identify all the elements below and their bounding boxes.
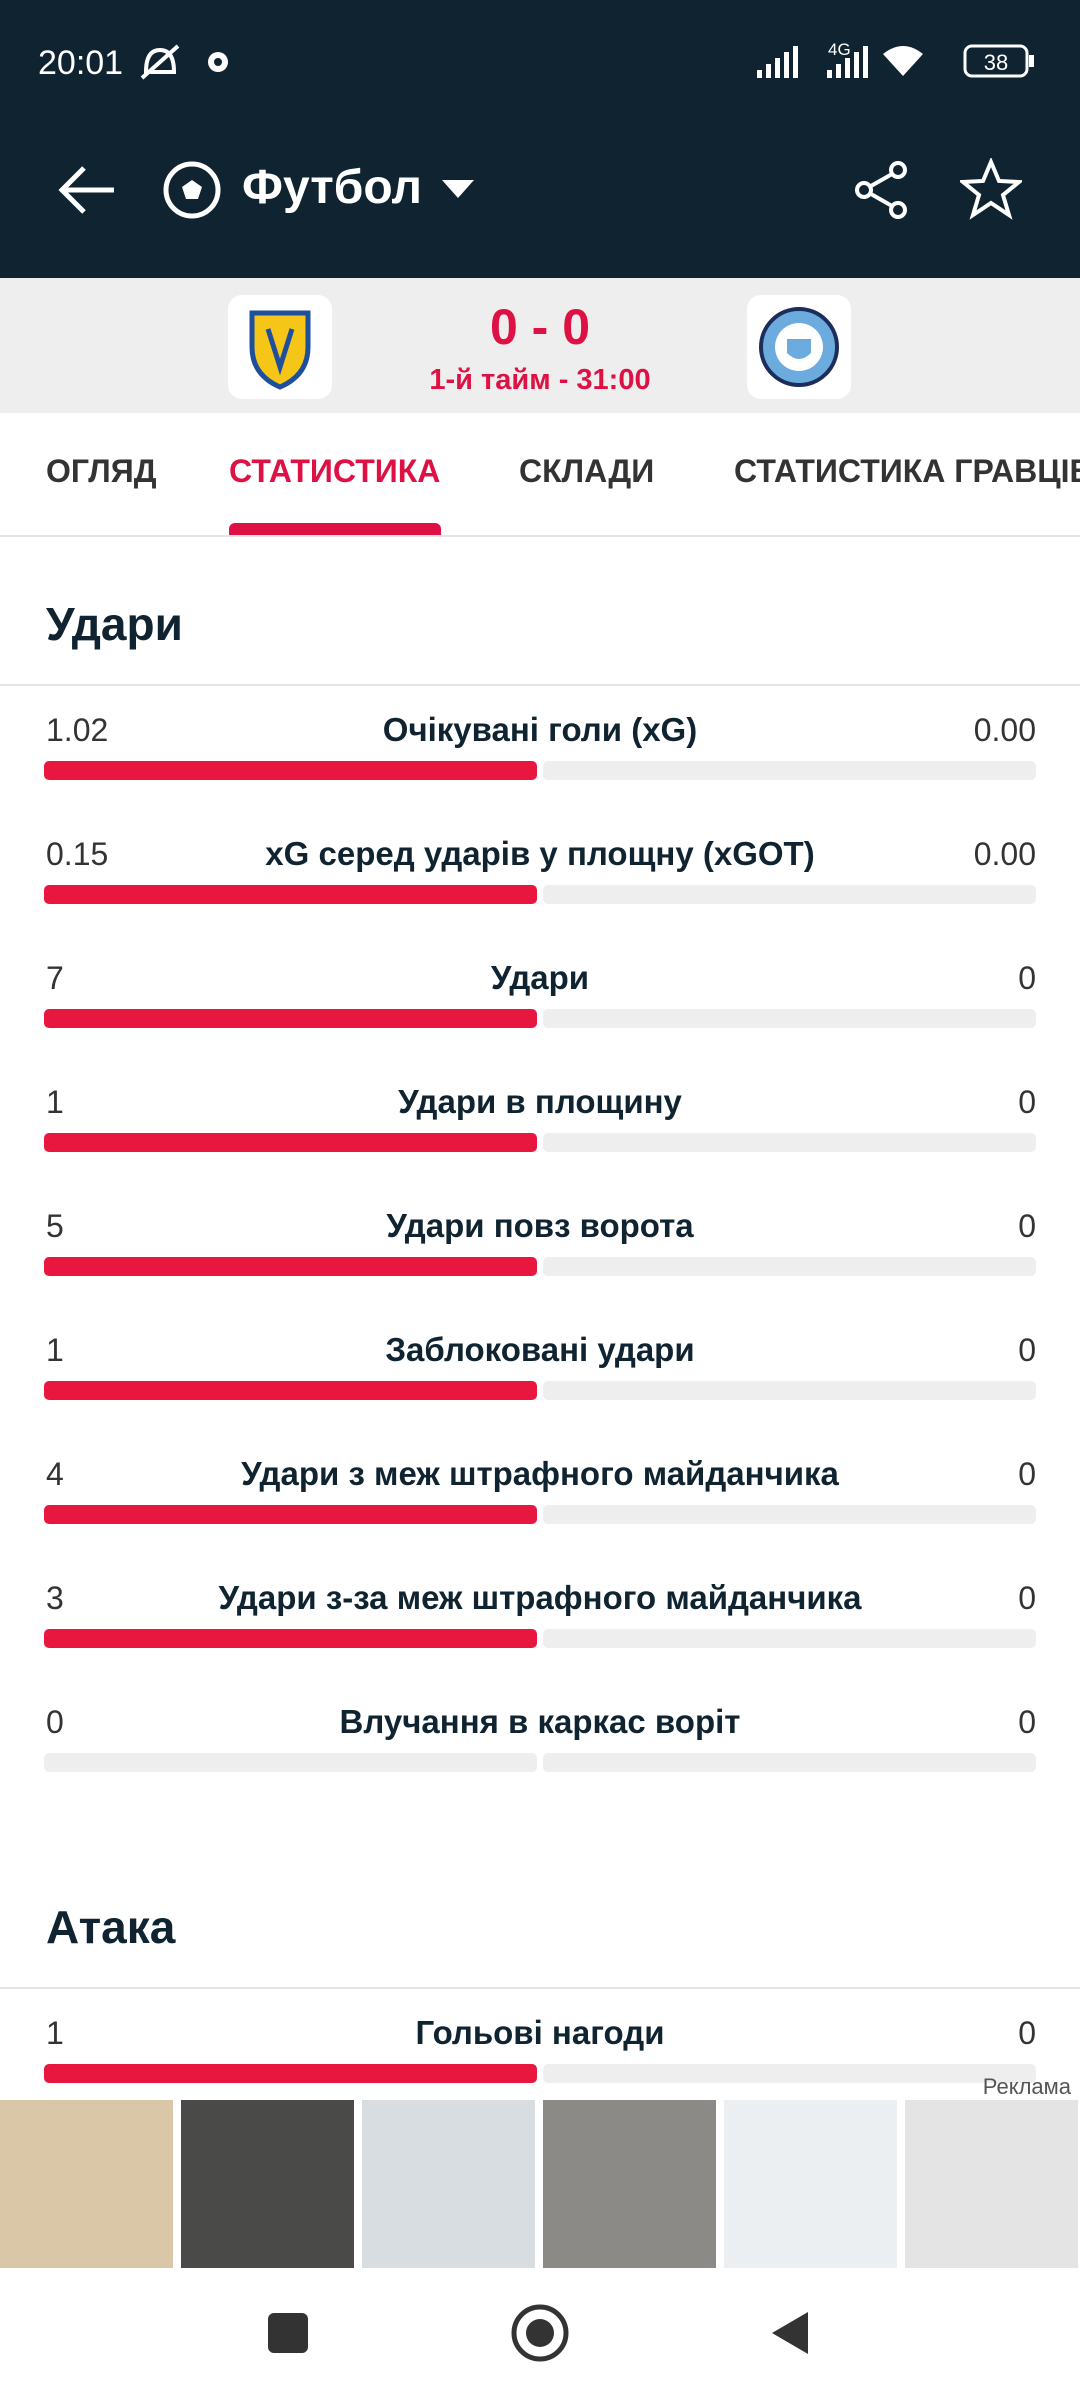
home-bar xyxy=(44,761,537,780)
clock: 20:01 xyxy=(38,44,124,82)
home-bar xyxy=(44,885,537,904)
away-value: 0 xyxy=(1018,1084,1036,1120)
tab-bar: ОГЛЯД СТАТИСТИКА СКЛАДИ СТАТИСТИКА ГРАВЦІВ xyxy=(0,413,1080,537)
divider xyxy=(0,684,1080,686)
section-title: Атака xyxy=(46,1901,176,1953)
away-bar-track xyxy=(543,1753,1036,1772)
home-value: 7 xyxy=(46,960,64,996)
score-band xyxy=(0,278,1080,413)
sport-icon xyxy=(163,161,221,219)
away-value: 0 xyxy=(1018,1580,1036,1616)
home-bar xyxy=(44,2064,537,2083)
system-indicators xyxy=(757,44,1034,78)
stat-label: Удари в площину xyxy=(398,1083,682,1120)
away-value: 0 xyxy=(1018,1208,1036,1244)
ad-image[interactable] xyxy=(543,2100,716,2268)
home-value: 5 xyxy=(46,1208,64,1244)
ad-image[interactable] xyxy=(362,2100,535,2268)
home-bar xyxy=(44,1381,537,1400)
home-bar-track xyxy=(44,1753,537,1772)
home-team-logo[interactable] xyxy=(228,295,332,399)
battery: 38 xyxy=(983,50,1009,75)
tab[interactable]: СТАТИСТИКА xyxy=(229,453,441,489)
home-value: 1.02 xyxy=(46,712,109,748)
stat-label: Удари повз ворота xyxy=(386,1207,694,1244)
sport-title[interactable]: Футбол xyxy=(242,161,423,214)
home-bar-track xyxy=(44,1009,537,1028)
home-bar xyxy=(44,1009,537,1028)
home-bar-track xyxy=(44,1257,537,1276)
away-team-logo[interactable] xyxy=(747,295,851,399)
away-value: 0 xyxy=(1018,1704,1036,1740)
home-bar xyxy=(44,1629,537,1648)
home-value: 4 xyxy=(46,1456,64,1492)
tab[interactable]: ОГЛЯД xyxy=(46,453,157,489)
away-value: 0.00 xyxy=(973,836,1036,872)
away-bar-track xyxy=(543,2064,1036,2083)
divider xyxy=(0,1987,1080,1989)
section-title: Удари xyxy=(46,598,183,650)
stat-label: Очікувані голи (xG) xyxy=(382,711,698,748)
favorite-button[interactable] xyxy=(960,158,1022,220)
home-value: 1 xyxy=(46,1332,64,1368)
away-bar-track xyxy=(543,1629,1036,1648)
status-icons xyxy=(140,44,228,80)
home-bar-track xyxy=(44,2064,537,2083)
network-type: 4G xyxy=(828,40,851,59)
tab[interactable]: СТАТИСТИКА ГРАВЦІВ xyxy=(734,453,1080,489)
home-bar-track xyxy=(44,1505,537,1524)
away-value: 0.00 xyxy=(973,712,1036,748)
home-value: 1 xyxy=(46,1084,64,1120)
home-bar xyxy=(44,1505,537,1524)
home-bar-track xyxy=(44,885,537,904)
stat-label: Удари з меж штрафного майданчика xyxy=(241,1455,839,1492)
stat-label: Удари xyxy=(490,959,590,996)
away-bar-track xyxy=(543,1009,1036,1028)
home-value: 3 xyxy=(46,1580,64,1616)
match-status: 1-й тайм - 31:00 xyxy=(429,364,651,396)
stat-label: Заблоковані удари xyxy=(385,1331,695,1368)
ad-image[interactable] xyxy=(181,2100,354,2268)
home-bar xyxy=(44,1257,537,1276)
away-value: 0 xyxy=(1018,960,1036,996)
away-value: 0 xyxy=(1018,1332,1036,1368)
stat-label: Влучання в каркас воріт xyxy=(339,1703,741,1740)
away-bar-track xyxy=(543,1133,1036,1152)
tab[interactable]: СКЛАДИ xyxy=(519,453,655,489)
share-button[interactable] xyxy=(852,160,912,220)
stat-label: Гольові нагоди xyxy=(415,2014,665,2051)
stat-label: Удари з-за меж штрафного майданчика xyxy=(218,1579,862,1616)
home-value: 0.15 xyxy=(46,836,109,872)
dropdown-arrow[interactable] xyxy=(440,178,476,200)
away-value: 0 xyxy=(1018,1456,1036,1492)
away-bar-track xyxy=(543,1257,1036,1276)
away-bar-track xyxy=(543,1505,1036,1524)
nav-buttons[interactable] xyxy=(0,2268,1080,2400)
home-bar-track xyxy=(44,1629,537,1648)
home-bar-track xyxy=(44,1133,537,1152)
away-bar-track xyxy=(543,885,1036,904)
home-bar-track xyxy=(44,1381,537,1400)
back-button[interactable] xyxy=(56,160,120,220)
tab-indicator xyxy=(229,523,441,535)
away-bar-track xyxy=(543,761,1036,780)
nav-bar xyxy=(0,2268,1080,2400)
ad-image[interactable] xyxy=(724,2100,897,2268)
home-bar xyxy=(44,1133,537,1152)
home-value: 0 xyxy=(46,1704,64,1740)
stat-label: xG серед ударів у площну (xGOT) xyxy=(265,835,815,872)
score: 0 - 0 xyxy=(489,299,591,355)
home-bar-track xyxy=(44,761,537,780)
ad-image[interactable] xyxy=(905,2100,1078,2268)
away-value: 0 xyxy=(1018,2015,1036,2051)
home-value: 1 xyxy=(46,2015,64,2051)
ad-image[interactable] xyxy=(0,2100,173,2268)
away-bar-track xyxy=(543,1381,1036,1400)
ad-label: Реклама xyxy=(982,2074,1071,2099)
